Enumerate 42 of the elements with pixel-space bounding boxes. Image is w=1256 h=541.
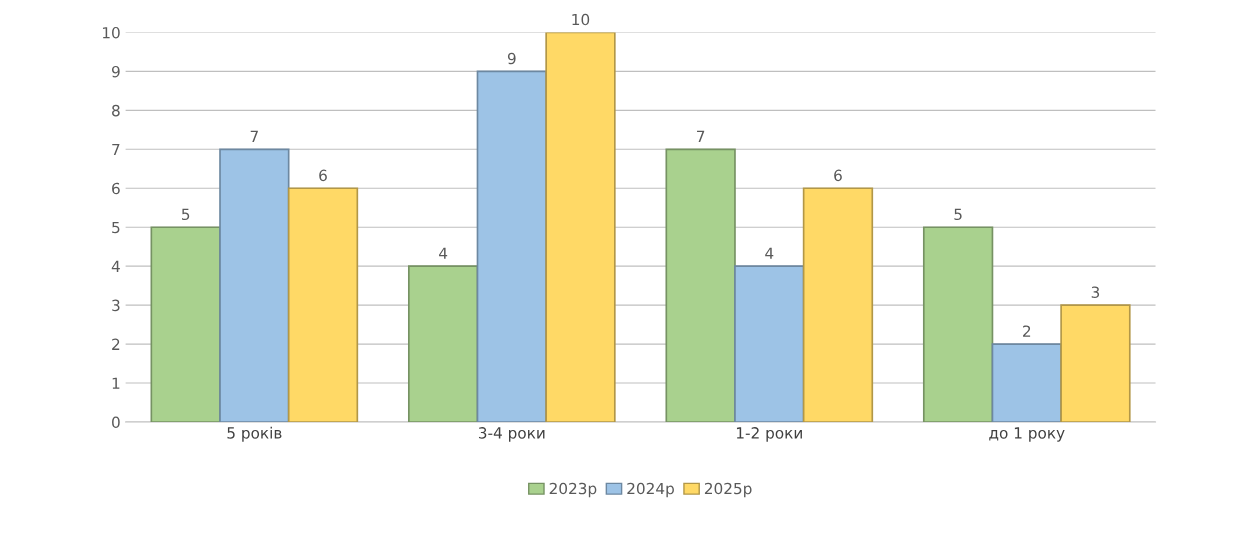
legend-label: 2023р (549, 482, 597, 498)
y-tick-label: 6 (112, 182, 120, 195)
data-label: 6 (319, 169, 327, 182)
y-tick-label: 5 (112, 221, 120, 234)
bar (922, 226, 994, 422)
data-label: 5 (182, 208, 190, 221)
y-tick-label: 4 (111, 260, 120, 272)
y-tick-label: 7 (112, 143, 120, 156)
y-tick-label: 2 (112, 338, 120, 350)
y-tick-label: 10 (102, 26, 120, 39)
data-label: 5 (954, 208, 962, 221)
bar (476, 70, 547, 422)
bar (802, 187, 874, 422)
y-tick-label: 1 (112, 377, 120, 389)
y-tick-label: 8 (112, 104, 120, 117)
y-tick-label: 9 (111, 65, 120, 78)
bar (219, 148, 290, 422)
legend-label: 2025р (704, 482, 752, 498)
x-tick-label: 3-4 роки (478, 427, 545, 442)
bar (407, 265, 479, 422)
x-tick-label: до 1 року (989, 427, 1065, 442)
data-label: 7 (250, 130, 258, 142)
data-label: 9 (507, 52, 516, 65)
data-label: 10 (572, 13, 590, 26)
bar (150, 226, 221, 422)
data-label: 2 (1023, 325, 1031, 337)
data-label: 3 (1091, 286, 1100, 298)
bar (287, 187, 359, 422)
legend-label: 2024р (627, 482, 674, 498)
data-label: 4 (439, 247, 448, 259)
data-label: 4 (765, 247, 774, 259)
bar (734, 265, 805, 422)
bar (1060, 304, 1131, 422)
bar (991, 343, 1062, 422)
x-tick-label: 5 років (227, 426, 282, 442)
x-tick-label: 1-2 роки (736, 427, 802, 442)
data-label: 6 (834, 169, 842, 182)
bar (545, 32, 616, 422)
data-label: 7 (697, 130, 705, 142)
y-tick-label: 0 (112, 416, 120, 428)
bar (665, 148, 736, 422)
y-tick-label: 3 (112, 299, 120, 312)
